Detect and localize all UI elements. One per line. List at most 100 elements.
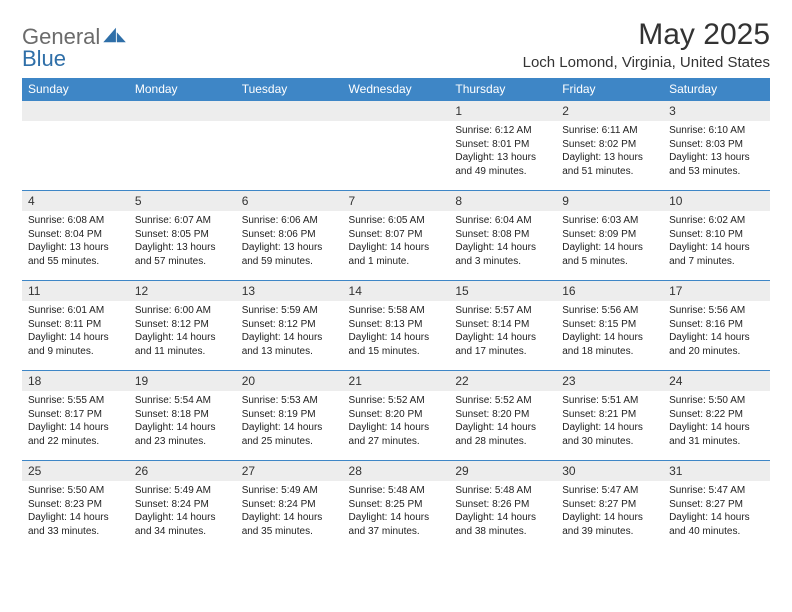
empty-cell [22, 101, 129, 191]
sunrise-line: Sunrise: 6:01 AM [28, 304, 123, 318]
day-header-sunday: Sunday [22, 78, 129, 101]
sunset-line: Sunset: 8:25 PM [349, 498, 444, 512]
sunrise-line: Sunrise: 6:11 AM [562, 124, 657, 138]
location-text: Loch Lomond, Virginia, United States [523, 54, 770, 71]
day-details: Sunrise: 5:56 AMSunset: 8:15 PMDaylight:… [556, 301, 663, 362]
day-header-friday: Friday [556, 78, 663, 101]
daylight-line: Daylight: 13 hours and 57 minutes. [135, 241, 230, 268]
title-block: May 2025 Loch Lomond, Virginia, United S… [523, 18, 770, 71]
day-details: Sunrise: 6:10 AMSunset: 8:03 PMDaylight:… [663, 121, 770, 182]
day-cell: 10Sunrise: 6:02 AMSunset: 8:10 PMDayligh… [663, 191, 770, 281]
day-details: Sunrise: 5:52 AMSunset: 8:20 PMDaylight:… [343, 391, 450, 452]
daylight-line: Daylight: 14 hours and 22 minutes. [28, 421, 123, 448]
daylight-line: Daylight: 14 hours and 23 minutes. [135, 421, 230, 448]
daylight-line: Daylight: 14 hours and 27 minutes. [349, 421, 444, 448]
daylight-line: Daylight: 14 hours and 40 minutes. [669, 511, 764, 538]
daylight-line: Daylight: 14 hours and 9 minutes. [28, 331, 123, 358]
month-title: May 2025 [523, 18, 770, 52]
sunrise-line: Sunrise: 5:48 AM [349, 484, 444, 498]
empty-cell [129, 101, 236, 191]
day-details: Sunrise: 5:49 AMSunset: 8:24 PMDaylight:… [236, 481, 343, 542]
day-cell: 3Sunrise: 6:10 AMSunset: 8:03 PMDaylight… [663, 101, 770, 191]
day-details: Sunrise: 5:48 AMSunset: 8:25 PMDaylight:… [343, 481, 450, 542]
brand-logo: GeneralBlue [22, 18, 127, 72]
day-cell: 28Sunrise: 5:48 AMSunset: 8:25 PMDayligh… [343, 461, 450, 551]
empty-cell [236, 101, 343, 191]
sunrise-line: Sunrise: 5:56 AM [562, 304, 657, 318]
day-header-saturday: Saturday [663, 78, 770, 101]
day-details: Sunrise: 5:59 AMSunset: 8:12 PMDaylight:… [236, 301, 343, 362]
day-number: 12 [129, 281, 236, 301]
day-details: Sunrise: 5:51 AMSunset: 8:21 PMDaylight:… [556, 391, 663, 452]
day-number: 9 [556, 191, 663, 211]
day-details: Sunrise: 5:56 AMSunset: 8:16 PMDaylight:… [663, 301, 770, 362]
day-number: 5 [129, 191, 236, 211]
day-cell: 22Sunrise: 5:52 AMSunset: 8:20 PMDayligh… [449, 371, 556, 461]
day-cell: 24Sunrise: 5:50 AMSunset: 8:22 PMDayligh… [663, 371, 770, 461]
day-number: 23 [556, 371, 663, 391]
day-number: 24 [663, 371, 770, 391]
day-cell: 2Sunrise: 6:11 AMSunset: 8:02 PMDaylight… [556, 101, 663, 191]
sunrise-line: Sunrise: 6:03 AM [562, 214, 657, 228]
daylight-line: Daylight: 14 hours and 33 minutes. [28, 511, 123, 538]
day-number: 20 [236, 371, 343, 391]
day-cell: 17Sunrise: 5:56 AMSunset: 8:16 PMDayligh… [663, 281, 770, 371]
sunset-line: Sunset: 8:14 PM [455, 318, 550, 332]
daylight-line: Daylight: 14 hours and 15 minutes. [349, 331, 444, 358]
day-details: Sunrise: 5:54 AMSunset: 8:18 PMDaylight:… [129, 391, 236, 452]
day-cell: 23Sunrise: 5:51 AMSunset: 8:21 PMDayligh… [556, 371, 663, 461]
day-number: 27 [236, 461, 343, 481]
day-details: Sunrise: 6:07 AMSunset: 8:05 PMDaylight:… [129, 211, 236, 272]
day-number: 17 [663, 281, 770, 301]
day-number: 3 [663, 101, 770, 121]
day-number: 1 [449, 101, 556, 121]
day-header-thursday: Thursday [449, 78, 556, 101]
day-number: 26 [129, 461, 236, 481]
day-number: 10 [663, 191, 770, 211]
day-number: 13 [236, 281, 343, 301]
day-header-tuesday: Tuesday [236, 78, 343, 101]
day-cell: 13Sunrise: 5:59 AMSunset: 8:12 PMDayligh… [236, 281, 343, 371]
sunrise-line: Sunrise: 5:50 AM [28, 484, 123, 498]
day-cell: 21Sunrise: 5:52 AMSunset: 8:20 PMDayligh… [343, 371, 450, 461]
daylight-line: Daylight: 14 hours and 13 minutes. [242, 331, 337, 358]
sunrise-line: Sunrise: 5:51 AM [562, 394, 657, 408]
sunrise-line: Sunrise: 6:06 AM [242, 214, 337, 228]
sunset-line: Sunset: 8:27 PM [669, 498, 764, 512]
sunset-line: Sunset: 8:15 PM [562, 318, 657, 332]
day-cell: 15Sunrise: 5:57 AMSunset: 8:14 PMDayligh… [449, 281, 556, 371]
sunrise-line: Sunrise: 5:53 AM [242, 394, 337, 408]
sunset-line: Sunset: 8:22 PM [669, 408, 764, 422]
day-header-monday: Monday [129, 78, 236, 101]
daylight-line: Daylight: 14 hours and 3 minutes. [455, 241, 550, 268]
sunrise-line: Sunrise: 6:02 AM [669, 214, 764, 228]
day-details: Sunrise: 6:00 AMSunset: 8:12 PMDaylight:… [129, 301, 236, 362]
day-number: 28 [343, 461, 450, 481]
header: GeneralBlue May 2025 Loch Lomond, Virgin… [22, 18, 770, 72]
day-details: Sunrise: 5:47 AMSunset: 8:27 PMDaylight:… [556, 481, 663, 542]
day-header-wednesday: Wednesday [343, 78, 450, 101]
sunrise-line: Sunrise: 5:57 AM [455, 304, 550, 318]
day-details: Sunrise: 6:05 AMSunset: 8:07 PMDaylight:… [343, 211, 450, 272]
sunrise-line: Sunrise: 5:56 AM [669, 304, 764, 318]
sail-icon [103, 24, 127, 50]
day-cell: 19Sunrise: 5:54 AMSunset: 8:18 PMDayligh… [129, 371, 236, 461]
daylight-line: Daylight: 14 hours and 17 minutes. [455, 331, 550, 358]
sunset-line: Sunset: 8:18 PM [135, 408, 230, 422]
sunrise-line: Sunrise: 5:49 AM [242, 484, 337, 498]
day-number: 14 [343, 281, 450, 301]
sunrise-line: Sunrise: 5:55 AM [28, 394, 123, 408]
daylight-line: Daylight: 14 hours and 7 minutes. [669, 241, 764, 268]
day-cell: 18Sunrise: 5:55 AMSunset: 8:17 PMDayligh… [22, 371, 129, 461]
day-details: Sunrise: 6:01 AMSunset: 8:11 PMDaylight:… [22, 301, 129, 362]
calendar-page: GeneralBlue May 2025 Loch Lomond, Virgin… [0, 0, 792, 569]
day-cell: 27Sunrise: 5:49 AMSunset: 8:24 PMDayligh… [236, 461, 343, 551]
daylight-line: Daylight: 14 hours and 35 minutes. [242, 511, 337, 538]
sunset-line: Sunset: 8:24 PM [242, 498, 337, 512]
daylight-line: Daylight: 14 hours and 5 minutes. [562, 241, 657, 268]
sunset-line: Sunset: 8:20 PM [349, 408, 444, 422]
sunrise-line: Sunrise: 6:12 AM [455, 124, 550, 138]
day-cell: 1Sunrise: 6:12 AMSunset: 8:01 PMDaylight… [449, 101, 556, 191]
sunset-line: Sunset: 8:08 PM [455, 228, 550, 242]
day-details: Sunrise: 5:53 AMSunset: 8:19 PMDaylight:… [236, 391, 343, 452]
